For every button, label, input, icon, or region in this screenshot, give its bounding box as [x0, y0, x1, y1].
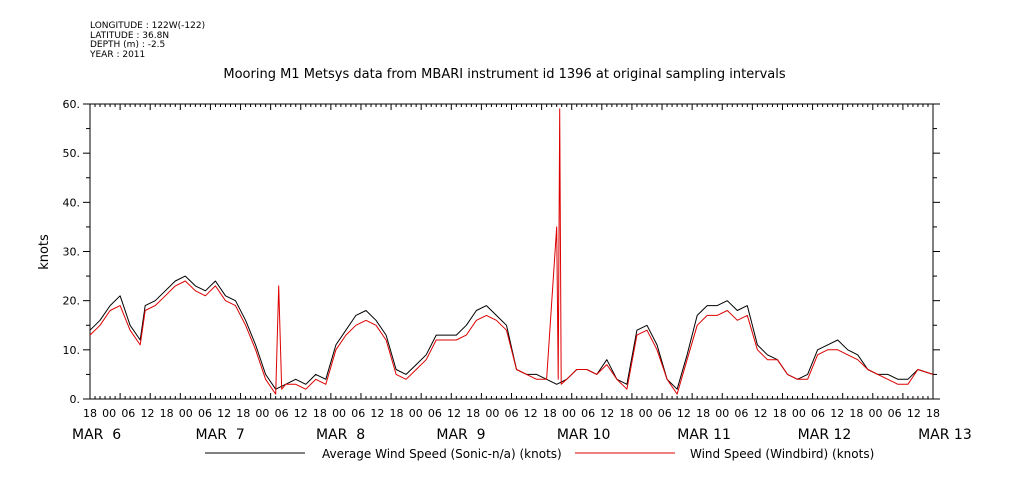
date-label: MAR 8	[316, 427, 365, 443]
legend-label-average: Average Wind Speed (Sonic-n/a) (knots)	[322, 447, 562, 461]
x-tick-label: 00	[869, 407, 883, 420]
x-tick-label: 12	[524, 407, 538, 420]
x-tick-label: 06	[121, 407, 135, 420]
y-tick-label: 30.	[63, 246, 81, 259]
x-tick-label: 06	[198, 407, 212, 420]
plot-frame	[89, 103, 934, 400]
x-tick-label: 12	[907, 407, 921, 420]
x-tick-label: 00	[639, 407, 653, 420]
tick-marks	[83, 103, 940, 400]
x-tick-label: 00	[255, 407, 269, 420]
x-tick-label: 18	[619, 407, 633, 420]
date-label: MAR 9	[436, 427, 485, 443]
x-tick-label: 00	[332, 407, 346, 420]
x-tick-label: 00	[715, 407, 729, 420]
x-tick-label: 12	[447, 407, 461, 420]
x-tick-label: 06	[658, 407, 672, 420]
x-tick-label: 18	[83, 407, 97, 420]
x-tick-label: 18	[696, 407, 710, 420]
y-tick-labels: 0. 10. 20. 30. 40. 50. 60.	[63, 98, 81, 406]
x-tick-label: 06	[428, 407, 442, 420]
x-tick-label: 18	[160, 407, 174, 420]
y-tick-label: 20.	[63, 295, 81, 308]
x-tick-label: 18	[773, 407, 787, 420]
latitude-text: LATITUDE : 36.8N	[90, 30, 170, 41]
y-tick-label: 50.	[63, 147, 81, 160]
x-tick-label: 06	[581, 407, 595, 420]
y-tick-label: 0.	[70, 393, 81, 406]
date-labels: MAR 6 MAR 7 MAR 8 MAR 9 MAR 10 MAR 11 MAR 12 MA…	[72, 427, 972, 443]
x-tick-label: 12	[217, 407, 231, 420]
chart-title: Mooring M1 Metsys data from MBARI instru…	[223, 67, 786, 82]
series-line-windbird	[89, 108, 934, 395]
x-tick-label: 12	[830, 407, 844, 420]
y-tick-label: 60.	[63, 98, 81, 111]
x-tick-label: 18	[313, 407, 327, 420]
depth-text: DEPTH (m) : -2.5	[90, 40, 166, 50]
date-label: MAR 10	[557, 427, 611, 443]
date-label: MAR 6	[72, 427, 121, 443]
x-tick-label: 06	[275, 407, 289, 420]
x-tick-label: 18	[926, 407, 940, 420]
x-tick-label: 18	[543, 407, 557, 420]
x-tick-label: 00	[179, 407, 193, 420]
y-tick-label: 40.	[63, 196, 81, 209]
x-tick-label: 00	[102, 407, 116, 420]
longitude-text: LONGITUDE : 122W(-122)	[90, 21, 206, 31]
x-tick-label: 12	[600, 407, 614, 420]
year-text: YEAR : 2011	[90, 49, 146, 60]
x-tick-label: 18	[236, 407, 250, 420]
x-tick-label: 00	[562, 407, 576, 420]
metadata-block: LONGITUDE : 122W(-122) LATITUDE : 36.8N …	[90, 21, 206, 60]
x-tick-label: 12	[754, 407, 768, 420]
x-tick-label: 12	[294, 407, 308, 420]
x-tick-label: 00	[792, 407, 806, 420]
x-tick-label: 06	[505, 407, 519, 420]
y-tick-label: 10.	[63, 344, 81, 357]
legend: Average Wind Speed (Sonic-n/a) (knots) W…	[205, 447, 874, 461]
legend-label-windbird: Wind Speed (Windbird) (knots)	[690, 447, 874, 461]
x-tick-label: 18	[849, 407, 863, 420]
x-tick-labels: 18 00 06 12 18 00 06 12 18 00 06 12 18 00 06 12 18 00 06 12…	[83, 407, 940, 420]
x-tick-label: 12	[677, 407, 691, 420]
series-line-average-wind	[89, 275, 934, 390]
x-tick-label: 00	[409, 407, 423, 420]
date-label: MAR 12	[798, 427, 852, 443]
x-tick-label: 06	[734, 407, 748, 420]
x-tick-label: 06	[351, 407, 365, 420]
x-tick-label: 06	[811, 407, 825, 420]
x-tick-label: 18	[466, 407, 480, 420]
series-lines	[89, 108, 934, 395]
date-label: MAR 13	[918, 427, 972, 443]
x-tick-label: 00	[485, 407, 499, 420]
x-tick-label: 18	[390, 407, 404, 420]
x-tick-label: 12	[370, 407, 384, 420]
x-tick-label: 06	[888, 407, 902, 420]
x-tick-label: 12	[140, 407, 154, 420]
date-label: MAR 7	[196, 427, 245, 443]
y-axis-label: knots	[37, 234, 52, 270]
date-label: MAR 11	[677, 427, 731, 443]
